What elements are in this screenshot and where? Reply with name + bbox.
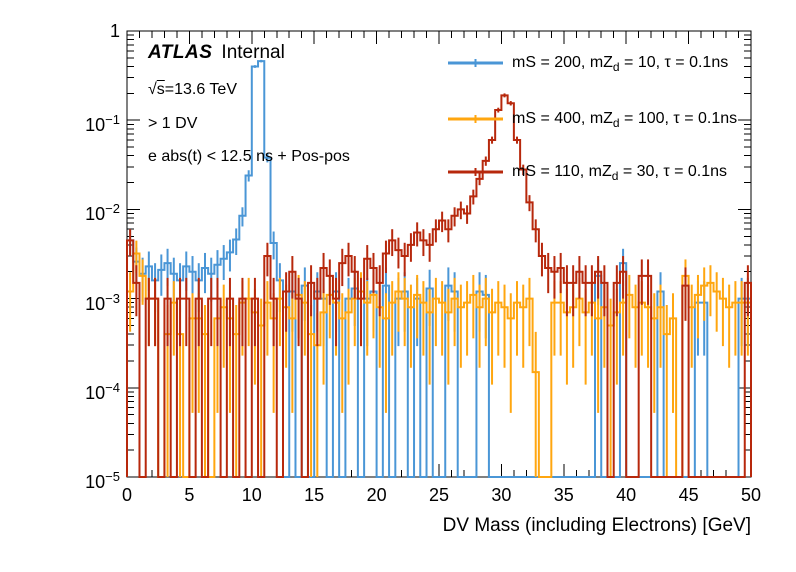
selection-timing-label: e abs(t) < 12.5 ns + Pos-pos (148, 148, 350, 165)
x-tick-label-40: 40 (616, 485, 637, 505)
x-tick-label-45: 45 (678, 485, 699, 505)
atlas-wordmark: ATLAS (148, 42, 213, 63)
x-tick-label-5: 5 (184, 485, 195, 505)
x-tick-label-20: 20 (366, 485, 387, 505)
y-tick-label-1e−1: 10−1 (85, 112, 120, 136)
y-tick-label-1e−3: 10−3 (85, 290, 120, 314)
sqrt-sign: √ (148, 81, 157, 98)
legend-entry-mS110_mZd30: mS = 110, mZd = 30, τ = 0.1ns (512, 163, 728, 184)
histogram-mS110_mZd30 (126, 94, 752, 478)
cme-label: √s=13.6 TeV (148, 81, 237, 99)
sqrt-var: s (156, 81, 165, 98)
x-tick-label-30: 30 (491, 485, 512, 505)
cme-value: =13.6 TeV (164, 81, 237, 98)
histogram-mS200_mZd10 (126, 60, 752, 478)
atlas-status: Internal (221, 42, 285, 63)
selection-dv-label: > 1 DV (148, 115, 198, 132)
x-tick-label-50: 50 (740, 485, 762, 505)
x-tick-label-0: 0 (121, 485, 132, 505)
y-tick-label-1e−4: 10−4 (85, 379, 120, 403)
legend-entry-mS200_mZd10: mS = 200, mZd = 10, τ = 0.1ns (512, 54, 729, 75)
x-tick-label-15: 15 (304, 485, 325, 505)
y-tick-label-1e−2: 10−2 (85, 201, 120, 225)
x-axis-title: DV Mass (including Electrons) [GeV] (442, 515, 751, 536)
x-tick-label-10: 10 (241, 485, 262, 505)
atlas-internal-label: ATLAS Internal (148, 42, 285, 64)
y-tick-label-1e−5: 10−5 (85, 469, 120, 492)
legend-entry-mS400_mZd100: mS = 400, mZd = 100, τ = 0.1ns (512, 110, 738, 131)
x-tick-label-25: 25 (428, 485, 450, 505)
x-tick-label-35: 35 (553, 485, 574, 505)
y-tick-label-1: 1 (109, 21, 120, 41)
